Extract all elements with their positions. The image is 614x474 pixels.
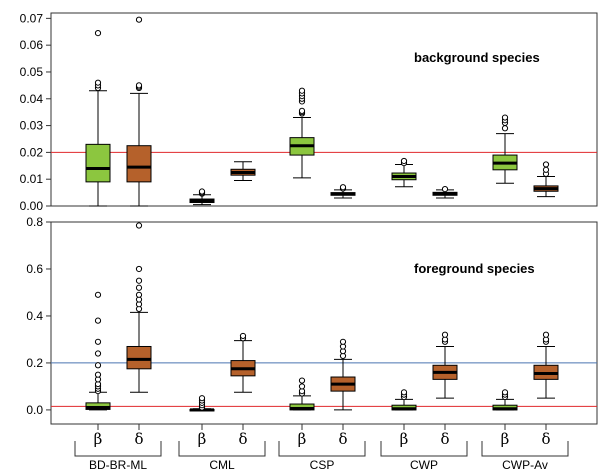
box-beta-CSP [289, 87, 315, 179]
group-bracket [278, 441, 366, 457]
plot-frame [50, 12, 598, 207]
outlier-point [298, 87, 306, 94]
series-label: β [400, 430, 409, 448]
outlier-point [94, 317, 102, 324]
outlier-point [94, 338, 102, 345]
box-beta-CWP-Av [492, 389, 518, 411]
box-beta-CSP [289, 377, 315, 411]
top-panel: background species 0.00 0.01 0.02 0.03 0.04 0… [20, 11, 598, 213]
top-panel-title: background species [414, 50, 540, 65]
outlier-point [135, 265, 143, 273]
outlier-point [198, 395, 206, 402]
outlier-point [542, 166, 550, 173]
group-label: BD-BR-ML [89, 458, 147, 472]
outlier-point [400, 389, 408, 396]
group-bracket [380, 441, 468, 457]
y-tick-label: 0.2 [26, 356, 43, 370]
box-beta-BD-BR-ML [85, 30, 111, 207]
outlier-point [298, 107, 306, 114]
outlier-point [94, 350, 102, 357]
outlier-point [501, 125, 509, 132]
box-delta-CWP [432, 186, 458, 199]
y-tick-label: 0.04 [20, 92, 44, 106]
y-tick-label: 0.4 [26, 309, 43, 323]
box [126, 345, 152, 370]
group-bracket [74, 441, 162, 457]
box [126, 145, 152, 183]
group-label: CWP-Av [502, 458, 548, 472]
series-label: δ [134, 430, 143, 448]
y-tick-label: 0.07 [20, 11, 44, 25]
outlier-point [441, 186, 449, 193]
box-delta-BD-BR-ML [126, 222, 152, 393]
outlier-point [239, 332, 247, 340]
outlier-point [135, 82, 143, 89]
outlier-point [298, 383, 306, 390]
box-beta-CWP [391, 157, 417, 188]
y-tick-label: 0.00 [20, 199, 44, 213]
box-delta-CWP-Av [533, 331, 559, 399]
series-label: δ [238, 430, 247, 448]
box-delta-CSP [330, 184, 356, 199]
outlier-point [339, 184, 347, 191]
plot-frame [50, 221, 598, 425]
box-delta-CSP [330, 338, 356, 411]
series-label: δ [541, 430, 550, 448]
y-tick-label: 0.03 [20, 119, 44, 133]
outlier-point [542, 161, 550, 168]
group-bracket [178, 441, 266, 457]
outlier-point [135, 16, 143, 23]
group-label: CWP [410, 458, 438, 472]
outlier-point [135, 291, 143, 298]
box-delta-CWP-Av [533, 161, 559, 198]
outlier-point [198, 188, 206, 195]
outlier-point [94, 371, 102, 378]
y-tick-label: 0.0 [26, 403, 43, 417]
box-beta-CML [189, 188, 215, 206]
box-beta-CWP [391, 389, 417, 411]
outlier-point [94, 291, 102, 298]
y-tick-label: 0.02 [20, 145, 44, 159]
box-beta-CWP-Av [492, 114, 518, 184]
box-delta-CML [230, 161, 256, 182]
outlier-point [94, 79, 102, 86]
series-label: β [94, 430, 103, 448]
y-tick-label: 0.05 [20, 65, 44, 79]
y-tick-label: 0.06 [20, 38, 44, 52]
box-beta-BD-BR-ML [85, 291, 111, 411]
box-delta-CWP [432, 331, 458, 399]
y-tick-label: 0.6 [26, 262, 43, 276]
outlier-point [135, 277, 143, 284]
series-label: β [298, 430, 307, 448]
series-label: δ [440, 430, 449, 448]
group-label: CSP [310, 458, 335, 472]
outlier-point [298, 377, 306, 384]
series-label: β [501, 430, 510, 448]
series-label: δ [338, 430, 347, 448]
box-delta-BD-BR-ML [126, 16, 152, 207]
outlier-point [400, 157, 408, 165]
group-label: CML [209, 458, 235, 472]
box-beta-CML [189, 395, 215, 412]
group-bracket [481, 441, 569, 457]
outlier-point [501, 389, 509, 396]
outlier-point [94, 362, 102, 369]
outlier-point [339, 338, 347, 345]
series-label: β [198, 430, 207, 448]
outlier-point [94, 30, 102, 37]
outlier-point [135, 222, 143, 229]
y-tick-label: 0.01 [20, 172, 44, 186]
outlier-point [441, 331, 449, 338]
bottom-panel-title: foreground species [414, 261, 535, 276]
box [85, 143, 111, 183]
outlier-point [501, 114, 509, 121]
outlier-point [542, 331, 550, 338]
y-tick-label: 0.8 [26, 215, 43, 229]
box-delta-CML [230, 332, 256, 393]
bottom-panel: foreground species 0.0 0.2 0.4 0.6 0.8 [26, 215, 598, 425]
outlier-point [135, 284, 143, 291]
